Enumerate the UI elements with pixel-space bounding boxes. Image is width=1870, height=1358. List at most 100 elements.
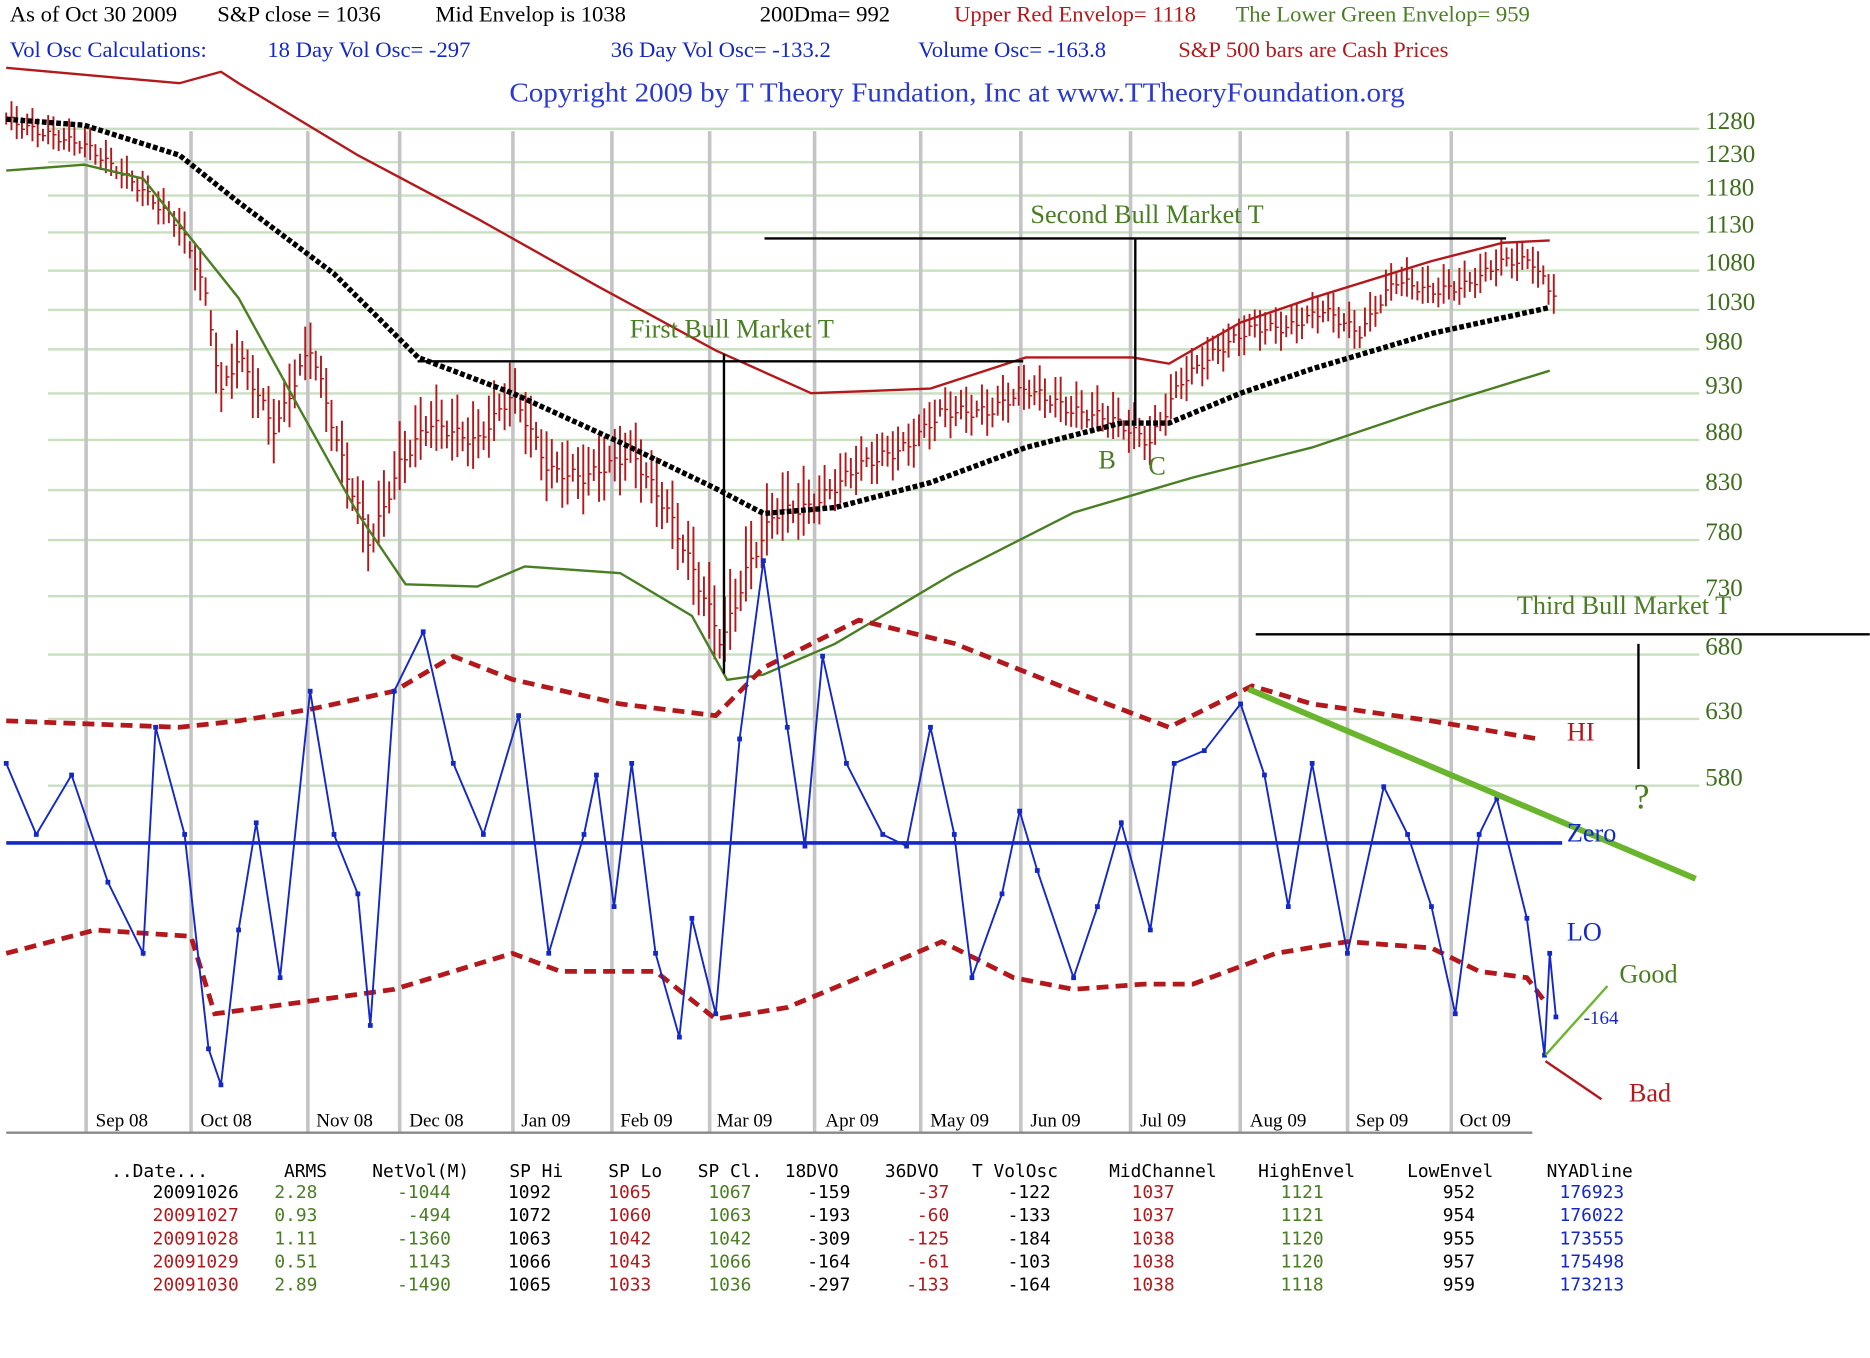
vol-osc-point [1405, 832, 1410, 837]
lower-green-envelope-line [6, 163, 1551, 682]
table-header: SP Lo [608, 1161, 662, 1182]
table-row: 20091028 1.11 -1360 1063 1042 1042 -309 -125 -18… [153, 1228, 1625, 1249]
month-tick-label: Jun 09 [1030, 1111, 1080, 1132]
table-cell: 20091030 [153, 1274, 239, 1295]
third-bull-label: Third Bull Market T [1517, 591, 1731, 620]
vol-osc-point [904, 843, 909, 849]
price-tick-label: 780 [1705, 519, 1743, 546]
table-cell: -133 [906, 1274, 949, 1295]
price-tick-label: 580 [1705, 765, 1743, 792]
vol-osc-point [3, 760, 9, 766]
table-cell: -125 [906, 1228, 949, 1249]
vol-osc-point [1547, 950, 1553, 956]
vol-osc-point [928, 724, 933, 730]
first-bull-label: First Bull Market T [630, 314, 834, 343]
table-cell: -1360 [397, 1228, 451, 1249]
vol-osc-18: 18 Day Vol Osc= -297 [267, 37, 470, 62]
table-cell: 954 [1443, 1205, 1475, 1226]
vol-osc-calc-label: Vol Osc Calculations: [10, 37, 207, 62]
price-series [5, 66, 1557, 682]
vol-osc-point [153, 724, 158, 730]
table-cell: 173555 [1560, 1228, 1625, 1249]
table-header: NetVol(M) [372, 1161, 469, 1182]
table-header: ..Date... [111, 1161, 208, 1182]
table-cell: -37 [917, 1182, 949, 1203]
table-row: 20091030 2.89 -1490 1065 1033 1036 -297 -133 -16… [153, 1274, 1625, 1295]
vol-osc-point [594, 772, 599, 778]
volume-osc: Volume Osc= -163.8 [918, 37, 1106, 62]
table-cell: 1033 [608, 1274, 651, 1295]
bad-label: Bad [1629, 1079, 1671, 1108]
price-tick-label: 880 [1705, 419, 1743, 446]
vol-osc-point [611, 904, 617, 909]
table-cell: 1065 [508, 1274, 551, 1295]
table-cell: 1121 [1281, 1182, 1324, 1203]
table-cell: 2.28 [274, 1182, 317, 1203]
table-cell: -193 [807, 1205, 850, 1226]
second-bull-label: Second Bull Market T [1030, 200, 1263, 229]
table-cell: 1065 [608, 1182, 651, 1203]
last-osc-label: -164 [1584, 1008, 1619, 1029]
table-cell: 20091027 [153, 1205, 239, 1226]
vol-osc-point [784, 724, 790, 730]
month-tick-label: Aug 09 [1250, 1111, 1307, 1132]
vol-osc-point [677, 1034, 682, 1040]
price-axis-labels: 1280 1230 1180 1130 1080 1030 980 930 880 830 780 7… [1705, 108, 1755, 792]
price-tick-label: 830 [1705, 469, 1743, 496]
price-tick-label: 930 [1705, 372, 1743, 399]
vol-osc-point [182, 832, 188, 837]
vol-osc-point [546, 950, 552, 956]
table-cell: 173213 [1560, 1274, 1625, 1295]
vol-osc-point [277, 975, 283, 981]
vol-osc-point [629, 760, 635, 766]
table-cell: 1072 [508, 1205, 551, 1226]
table-row: 20091027 0.93 -494 1072 1060 1063 -193 -60 -133 1… [153, 1205, 1625, 1226]
vol-osc-point [1309, 760, 1315, 766]
point-c-label: C [1148, 452, 1166, 481]
table-header: SP Cl. [698, 1161, 763, 1182]
price-tick-label: 1130 [1705, 211, 1754, 238]
table-cell: -309 [807, 1228, 850, 1249]
vol-osc-point [1553, 1014, 1559, 1020]
price-tick-label: 1030 [1705, 289, 1755, 316]
table-cell: 1038 [1132, 1228, 1175, 1249]
month-vertical-lines [6, 131, 1533, 1134]
vol-osc-point [1524, 915, 1530, 921]
table-cell: 20091029 [153, 1251, 239, 1272]
price-tick-label: 1080 [1705, 250, 1755, 277]
vol-osc-point [1095, 904, 1100, 909]
vol-osc-point [1345, 950, 1350, 956]
table-cell: 1066 [708, 1251, 751, 1272]
vol-osc-point [737, 736, 742, 742]
dma200-line [6, 116, 1551, 517]
table-cell: -133 [1008, 1205, 1051, 1226]
vol-osc-point [1285, 904, 1291, 909]
month-tick-label: Sep 08 [96, 1111, 148, 1132]
table-header: T VolOsc [972, 1161, 1058, 1182]
month-tick-label: Nov 08 [316, 1111, 373, 1132]
table-cell: 959 [1443, 1274, 1475, 1295]
table-cell: 1043 [608, 1251, 651, 1272]
table-cell: -103 [1008, 1251, 1051, 1272]
price-tick-label: 680 [1705, 634, 1743, 661]
table-cell: 957 [1443, 1251, 1475, 1272]
vol-osc-point [236, 927, 241, 933]
vol-osc-point [1238, 701, 1243, 707]
vol-osc-point [844, 760, 849, 766]
table-cell: 1067 [708, 1182, 751, 1203]
vol-osc-point [307, 688, 313, 694]
table-cell: 20091028 [153, 1228, 239, 1249]
vol-osc-point [951, 832, 957, 837]
oscillator-series [3, 558, 1563, 1088]
month-tick-label: Sep 09 [1356, 1111, 1408, 1132]
table-cell: 1120 [1281, 1251, 1324, 1272]
cash-prices-note: S&P 500 bars are Cash Prices [1178, 37, 1448, 62]
price-tick-label: 730 [1705, 575, 1743, 602]
dma200: 200Dma= 992 [760, 1, 890, 26]
vol-osc-point [713, 1011, 719, 1017]
vol-osc-point [1034, 868, 1040, 873]
month-tick-label: Oct 09 [1460, 1111, 1511, 1132]
table-cell: -494 [408, 1205, 451, 1226]
table-cell: -164 [807, 1251, 850, 1272]
table-cell: 2.89 [274, 1274, 317, 1295]
